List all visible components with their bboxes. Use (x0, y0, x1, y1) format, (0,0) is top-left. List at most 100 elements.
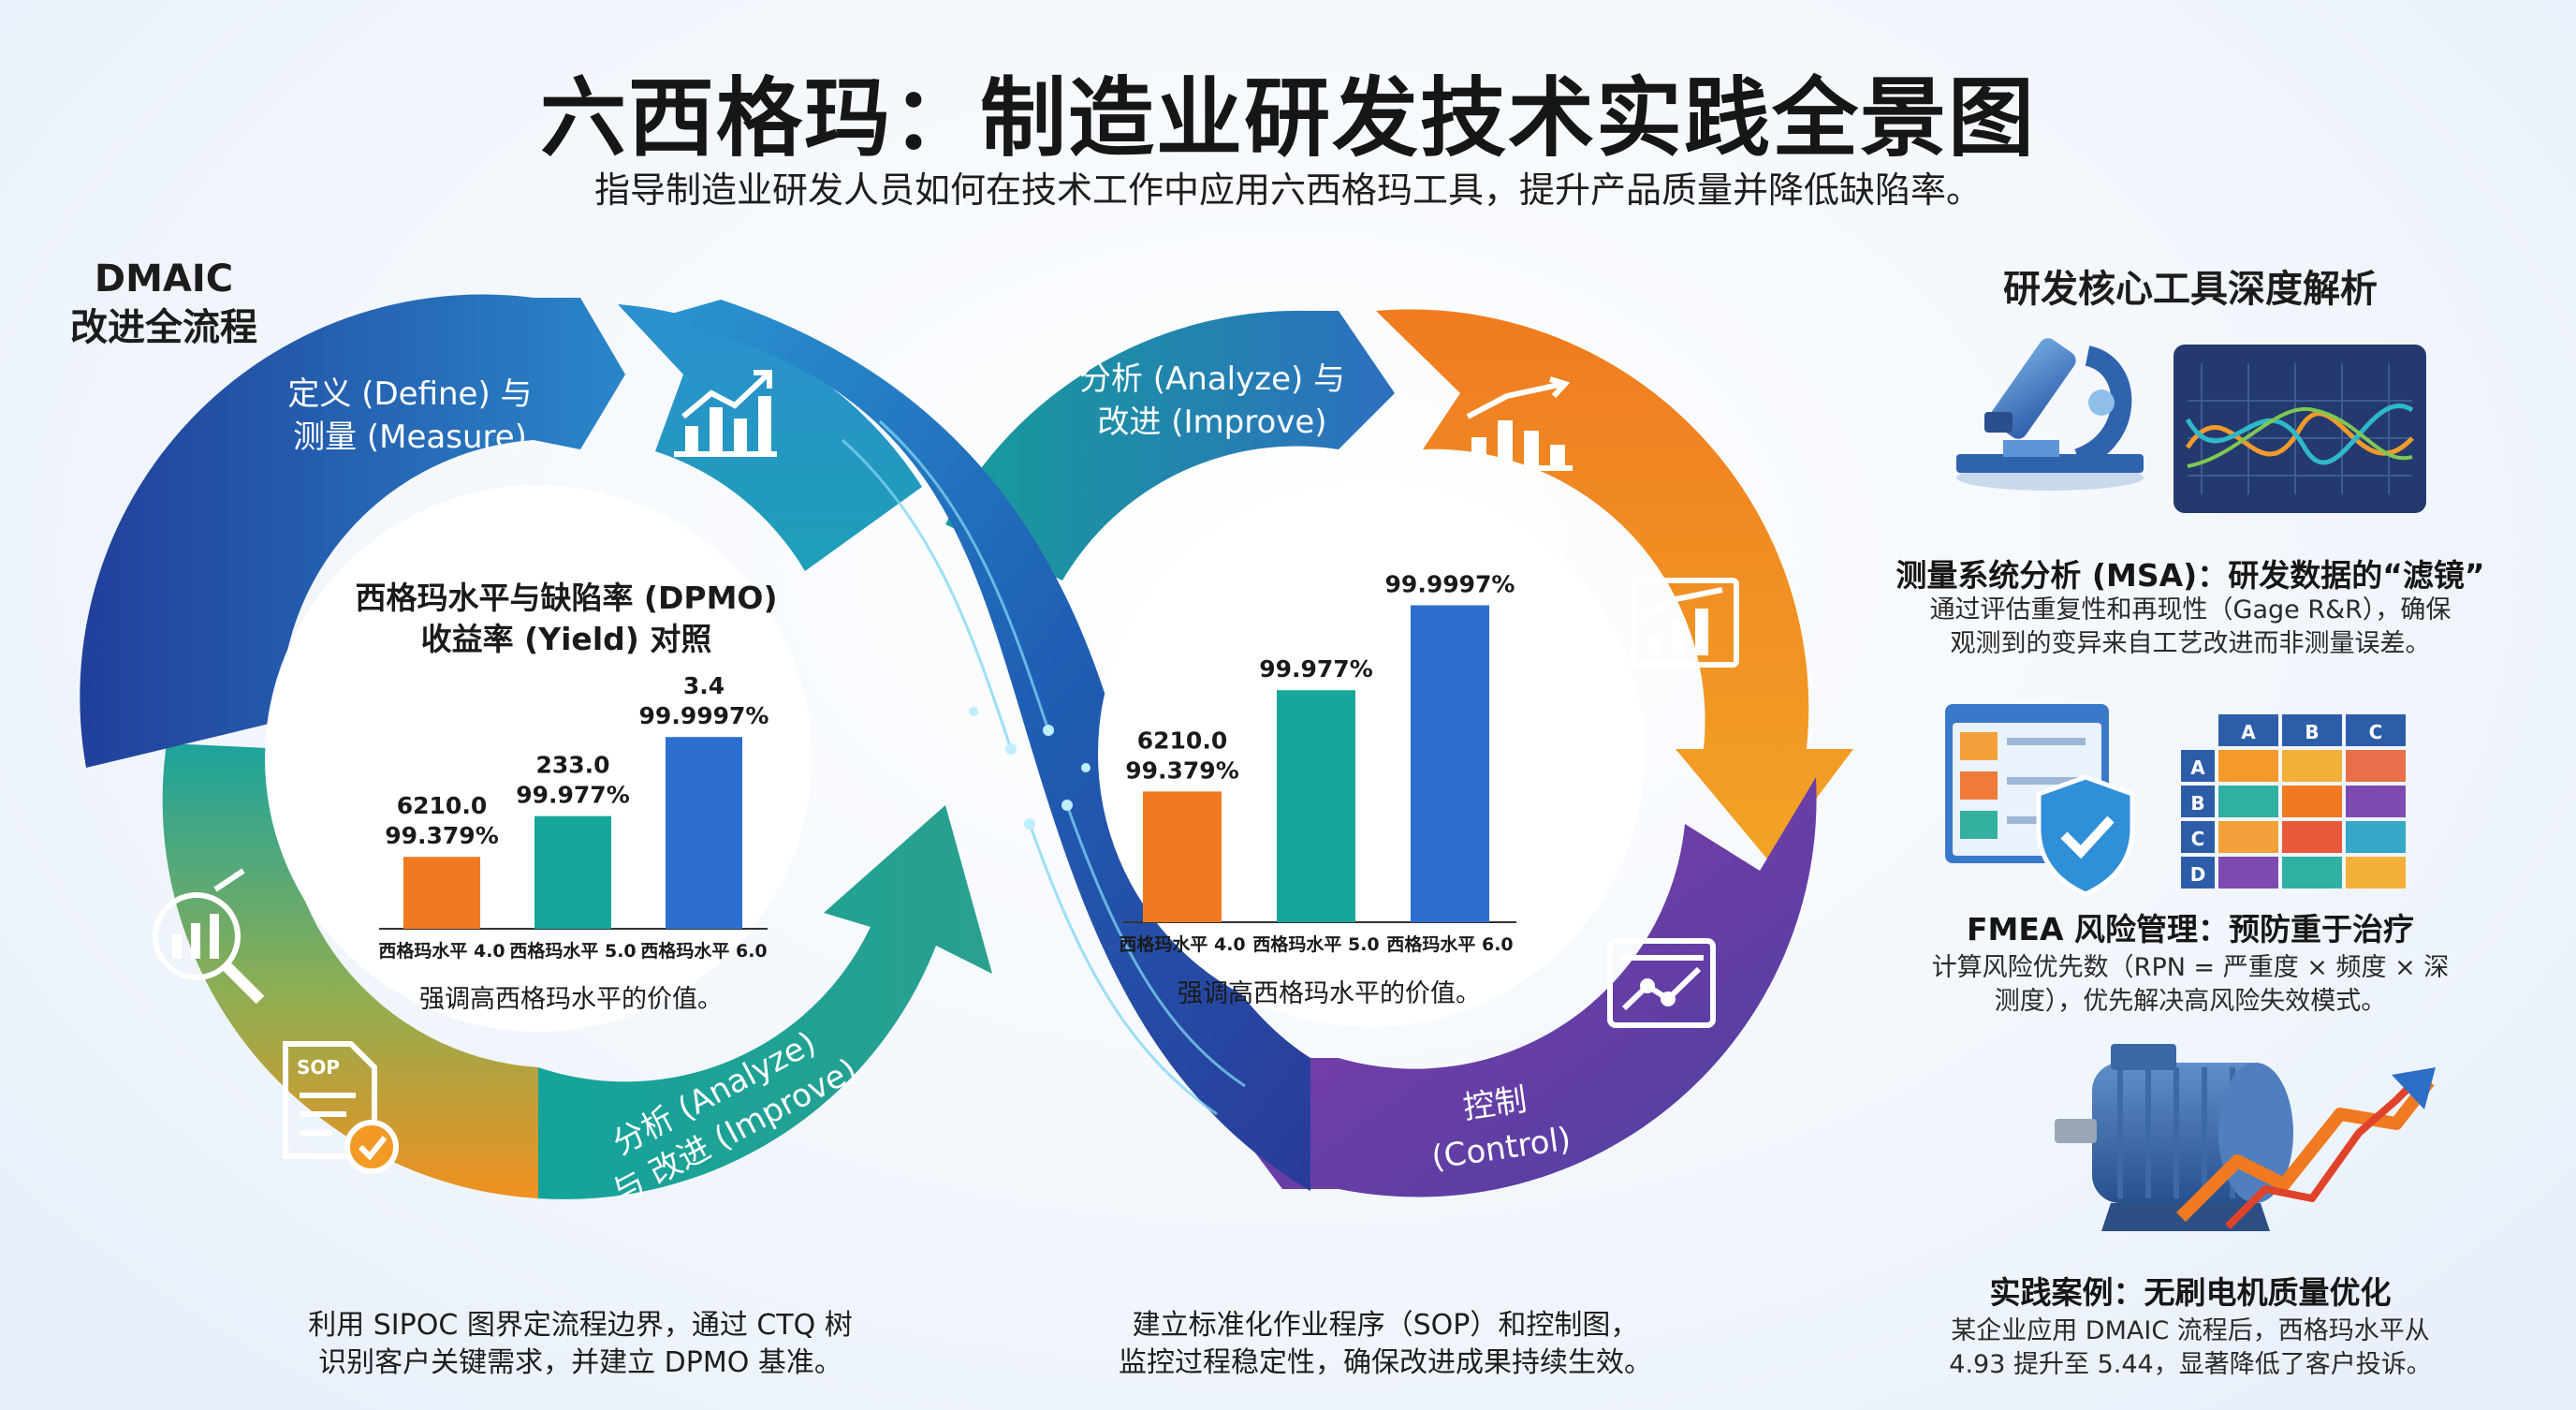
dmaic-heading-line2: 改进全流程 (70, 306, 257, 349)
msa-title: 测量系统分析 (MSA)：研发数据的“滤镜” (1895, 557, 2485, 594)
left-loop-side-segment (162, 743, 539, 1198)
grid-cell (2346, 821, 2406, 853)
right-chart-disc (1098, 480, 1645, 1027)
case-description-line2: 4.93 提升至 5.44，显著降低了客户投诉。 (1949, 1350, 2432, 1379)
grid-cell (2346, 750, 2406, 782)
chart-bar (534, 815, 611, 929)
grid-cell (2218, 821, 2278, 853)
bar-dpmo-label: 6210.0 (397, 792, 487, 819)
control-description-line1: 建立标准化作业程序（SOP）和控制图， (1132, 1309, 1639, 1342)
define-label-line2: 测量 (Measure) (293, 419, 527, 456)
grid-row-header (2181, 750, 2215, 782)
control-label-line1: 控制 (1461, 1081, 1530, 1127)
waveform-display-icon (2174, 345, 2426, 513)
grid-cell (2218, 857, 2278, 889)
right-loop-teal-segment (945, 310, 1395, 580)
msa-description-line1: 通过评估重复性和再现性（Gage R&R），确保 (1929, 595, 2452, 624)
page-subtitle: 指导制造业研发人员如何在技术工作中应用六西格玛工具，提升产品质量并降低缺陷率。 (593, 169, 1982, 211)
grid-col-label: B (2305, 721, 2319, 743)
fmea-description: 计算风险优先数（RPN = 严重度 × 频度 × 深 测度），优先解决高风险失效… (1863, 951, 2518, 1019)
right-analyze-label-line2: 改进 (Improve) (1097, 404, 1326, 441)
define-description-line2: 识别客户关键需求，并建立 DPMO 基准。 (318, 1346, 842, 1379)
bar-yield-label: 99.379% (385, 822, 499, 849)
grid-cell (2218, 750, 2278, 782)
x-tick-label: 西格玛水平 4.0 (1119, 933, 1245, 955)
chart-bar (1277, 690, 1355, 922)
case-title: 实践案例：无刷电机质量优化 (1989, 1274, 2392, 1311)
left-loop-define-segment (80, 294, 625, 768)
magnifier-chart-icon (153, 868, 265, 1005)
grid-col-label: C (2369, 721, 2383, 743)
grid-cell (2282, 750, 2342, 782)
grid-row-header (2181, 857, 2215, 889)
define-description-line1: 利用 SIPOC 图界定流程边界，通过 CTQ 树 (308, 1309, 853, 1342)
monitor-chart-icon (1607, 938, 1716, 1028)
grid-row-label: D (2190, 863, 2206, 886)
electric-motor-icon (2055, 1044, 2293, 1231)
grid-cell (2282, 857, 2342, 889)
grid-cell (2282, 786, 2342, 817)
left-chart-title-line1: 西格玛水平与缺陷率 (DPMO) (355, 580, 777, 616)
crossover-circuit-lines (841, 419, 1246, 1116)
grid-row-label: A (2190, 756, 2205, 779)
grid-cell (2346, 857, 2406, 889)
chart-bar (1143, 791, 1222, 922)
right-loop (945, 309, 1853, 1197)
grid-row-header (2181, 821, 2215, 853)
bar-dpmo-label: 3.4 (683, 672, 724, 699)
fmea-description-line2: 测度），优先解决高风险失效模式。 (1994, 987, 2387, 1016)
microscope-icon (1956, 338, 2144, 491)
x-tick-label: 西格玛水平 5.0 (1252, 933, 1379, 955)
right-chart-bars: 99.379%6210.0 西格玛水平 4.0 99.977% 西格玛水平 5.0 99… (1119, 570, 1515, 955)
fmea-title: FMEA 风险管理：预防重于治疗 (1967, 911, 2414, 947)
grid-cell (2346, 786, 2406, 817)
chart-bar (1411, 605, 1489, 922)
tools-heading: 研发核心工具深度解析 (2003, 268, 2378, 311)
left-chart-title-line2: 收益率 (Yield) 对照 (421, 621, 712, 657)
grid-row-header (2181, 786, 2215, 817)
define-label-line1: 定义 (Define) 与 (287, 375, 532, 413)
bar-yield-label: 99.977% (1259, 655, 1373, 683)
sop-document-icon: SOP (283, 1041, 399, 1174)
right-loop-orange-segment (1376, 309, 1853, 862)
dmaic-heading: DMAIC 改进全流程 (56, 255, 271, 352)
grid-cell (2218, 786, 2278, 817)
x-tick-label: 西格玛水平 6.0 (640, 940, 767, 962)
shield-check-icon (2036, 774, 2135, 897)
bar-chart-growth-icon (674, 370, 777, 457)
dmaic-heading-line1: DMAIC (94, 257, 234, 301)
x-tick-label: 西格玛水平 4.0 (378, 940, 505, 962)
crossover-circuit-dots (969, 707, 1090, 830)
msa-description-line2: 观测到的变异来自工艺改进而非测量误差。 (1950, 629, 2431, 658)
left-chart-note: 强调高西格玛水平的价值。 (419, 985, 723, 1014)
right-loop-control-segment (1226, 777, 1817, 1197)
svg-text:SOP: SOP (297, 1056, 340, 1079)
msa-description: 通过评估重复性和再现性（Gage R&R），确保 观测到的变异来自工艺改进而非测… (1863, 594, 2518, 661)
grid-header-cell (2346, 714, 2406, 746)
left-chart-bars: 99.379% 6210.0 西格玛水平 4.0 99.977% 233.0 西格玛水平 … (378, 672, 768, 962)
chart-bar (403, 857, 480, 929)
grid-header-cell (2282, 714, 2342, 746)
control-description-line2: 监控过程稳定性，确保改进成果持续生效。 (1119, 1346, 1652, 1379)
bar-yield-label: 99.9997% (639, 702, 769, 729)
case-description-line1: 某企业应用 DMAIC 流程后，西格玛水平从 (1951, 1316, 2430, 1345)
crossover-band (655, 300, 1310, 1191)
grid-header-cell (2218, 714, 2278, 746)
x-tick-label: 西格玛水平 6.0 (1386, 933, 1513, 955)
fmea-description-line1: 计算风险优先数（RPN = 严重度 × 频度 × 深 (1931, 953, 2450, 982)
bar-yield-label: 99.9997% (1385, 570, 1515, 597)
right-chart-note: 强调高西格玛水平的价值。 (1178, 979, 1481, 1008)
define-description: 利用 SIPOC 图界定流程边界，通过 CTQ 树 识别客户关键需求，并建立 D… (253, 1307, 908, 1382)
bar-yield-label: 99.977% (516, 782, 630, 809)
bar-yield-label: 99.379% (1125, 756, 1239, 784)
grid-col-label: A (2241, 721, 2256, 743)
bar-chart-growth-icon (1631, 578, 1739, 668)
control-description: 建立标准化作业程序（SOP）和控制图， 监控过程稳定性，确保改进成果持续生效。 (1030, 1307, 1741, 1382)
grid-row-label: C (2191, 828, 2205, 850)
bar-dpmo-label: 6210.0 (1137, 727, 1227, 754)
grid-row-label: B (2190, 792, 2204, 815)
page-title: 六西格玛：制造业研发技术实践全景图 (539, 68, 2036, 169)
x-tick-label: 西格玛水平 5.0 (509, 940, 636, 962)
left-loop-bottom-segment (538, 805, 992, 1199)
